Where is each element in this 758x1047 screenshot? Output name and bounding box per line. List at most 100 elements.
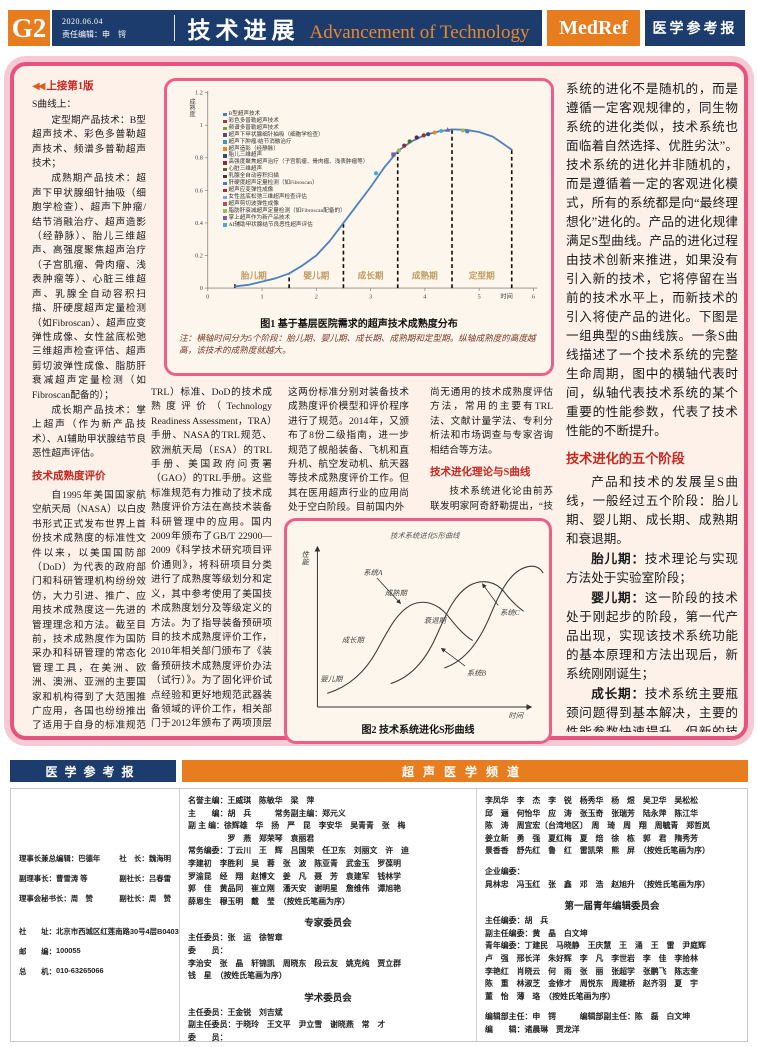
article-paragraph: 成长期：技术系统主要瓶颈问题得到基本解决，主要的性能参数快速提升，但新的技术系统… [566,687,738,732]
section-title-cn: 技术进展 [187,18,300,43]
svg-text:0.4: 0.4 [195,220,204,227]
article-column-5: 系统的进化不是随机的，而是遵循一定客观规律的，同生物系统的进化类似，技术系统也面… [566,80,738,732]
footer-body: 理事长兼总编辑：巴德年社 长：魏海明 副理事长：曹雪涛 等副社长：吕春雷 理事会秘书… [10,788,748,1042]
svg-text:成熟期: 成熟期 [412,270,438,281]
s-curve-diagram-svg: 技术系统进化S形曲线 性能 时间 系统A 系统B 系统C 婴儿期 成长期 成熟期… [301,531,544,720]
article-paragraph: 技术系统进化论由前苏联发明家阿奇舒勒提出，“技术 [430,486,553,512]
svg-text:0: 0 [200,285,203,292]
article-column-3: 这两份标准分别对装备技术成熟度评价模型和评价程序进行了规范。2014年，又颁布了… [288,386,409,514]
legend-item: 女性盆底松弛三维超声检查评估 [223,194,413,201]
legend-item: AI辅助甲状腺结节良恶性超声评估 [223,222,413,229]
legend-marker-icon [223,181,227,186]
legend-item: B型超声技术 [223,111,413,118]
article-subheading: 技术成熟度评价 [32,470,106,482]
list-line: 姜立新 勇 强 夏红梅 夏 焙 徐 栋 郭 君 隋秀芳 [485,833,699,843]
chart-legend: B型超声技术 彩色多普勒超声技术 频谱多普勒超声技术 超声下甲状腺细针抽吸（细胞学检查… [223,111,413,228]
footer: 医学参考报 超声医学频道 理事长兼总编辑：巴德年社 长：魏海明 副理事长：曹雪涛 … [10,760,748,1042]
svg-text:成熟度: 成熟度 [188,98,195,118]
list-line: 晁林忠 冯玉红 张 鑫 邓 浩 赵旭升 （按姓氏笔画为序） [485,879,710,889]
footer-paper-badge: 医学参考报 [10,760,176,782]
maturity-chart: 0 0.2 0.4 0.6 0.8 1 1.2 0 1 2 3 4 5 6 成熟度 时间 胎儿期 婴儿期 成长期 成熟… [173,85,549,313]
expert-committee-title: 专家委员会 [304,918,352,930]
list-line: 李凤华 李 杰 李 锐 杨秀华 杨 煜 吴卫华 吴松松 [485,796,699,805]
footer-board-right: 李凤华 李 杰 李 锐 杨秀华 杨 煜 吴卫华 吴松松邱 逦 何怡华 应 涛 张… [477,789,747,1041]
legend-marker-icon [223,223,227,227]
label-growth: 成长期 [342,636,366,645]
legend-marker-icon [223,188,227,193]
list-line: 编 辑：诸晨琳 贾龙洋 [485,1024,580,1034]
list-line: 主 编：胡 兵 常务副主编：郑元义 [188,808,346,818]
list-line: 主任委员：张 运 徐智章 [188,933,283,943]
list-line: 董 怡 薄 珞 （按姓氏笔画为序） [485,991,616,1001]
legend-item: 频谱多普勒超声技术 [223,125,413,132]
page-number-badge: G2 [8,10,50,46]
label-infant: 婴儿期 [320,675,344,684]
legend-marker-icon [223,133,227,137]
list-line: 青年编委：丁建民 马晓静 王庆慧 王 涌 王 雷 尹庭辉 [485,941,706,951]
header-bar: 2020.06.04 责任编辑：申 锷 技术进展 Advancement of … [52,10,542,46]
section-title: 技术进展 Advancement of Technology [175,11,542,45]
article-column-2: TRL）标准、DoD的技术成熟度评价（Technology Readiness … [151,386,272,730]
figure-2-caption: 图2 技术系统进化S形曲线 [361,725,475,736]
legend-marker-icon [223,147,227,151]
legend-marker-icon [223,216,227,220]
continued-arrow-icon: ◀◀ [32,81,45,92]
label-system-a: 系统A [363,568,383,577]
article-subheading: 技术进化理论与S曲线 [430,467,531,479]
article-paragraph: 系统的进化不是随机的，而是遵循一定客观规律的，同生物系统的进化类似，技术系统也面… [566,82,738,438]
figure-2-inner-title: 技术系统进化S形曲线 [390,531,460,540]
article-paragraph: S曲线上： [32,99,77,111]
legend-item: 心脏三维超声 [223,166,413,173]
legend-item: 掌上超声作为新产品技术 [223,215,413,222]
legend-item: 胎儿三维超声 [223,152,413,159]
article-column-4: 尚无通用的技术成熟度评估方法，常用的主要有TRL法、文献计量学法、专利分析法和市… [430,386,553,514]
article-box: ◀◀ 上接第1版 S曲线上： 定型期产品技术：B型超声技术、彩色多普勒超声技术、频谱多… [10,62,748,744]
legend-marker-icon [223,112,227,117]
list-line: 编辑部主任：申 锷 编辑部副主任：陈 磊 白文坤 [485,1012,691,1022]
figure-2-ylabel: 性能 [301,550,310,565]
svg-text:时间: 时间 [500,293,512,301]
article-paragraph: 成熟期产品技术：超声下甲状腺细针抽吸（细胞学检查）、超声下肿瘤/结节消融治疗、超… [32,173,146,401]
list-line: 景香香 舒先红 鲁 红 雷凯荣 熊 屏 （按姓氏笔画为序） [485,846,710,856]
continued-from-tag: ◀◀ 上接第1版 [32,81,94,92]
legend-item: 超声下肿瘤/结节消融治疗 [223,139,413,146]
legend-item: 超声剪切波弹性成像 [223,201,413,208]
svg-text:6: 6 [532,294,535,301]
legend-marker-icon [223,161,227,165]
article-paragraph: TRL）标准、DoD的技术成熟度评价（Technology Readiness … [151,387,272,730]
figure-1-note: 注：横轴时间分为5个阶段：胎儿期、婴儿期、成长期、成熟期和定型期。纵轴成熟度的高… [179,333,536,355]
article-paragraph: 定型期产品技术：B型超声技术、彩色多普勒超声技术、频谱多普勒超声技术； [32,114,146,170]
list-line: 邱 逦 何怡华 应 涛 张玉奇 张瑞芳 陆永萍 陈江华 [485,808,699,818]
list-line: 卢 强 邢长洋 朱好辉 李 凡 李世岩 李 佳 李拾林 [485,953,699,963]
label-mature: 成熟期 [385,589,409,598]
legend-marker-icon [223,174,227,179]
legend-item: 脂肪肝衰减超声定量检测（如Fibroscan配备的） [223,208,413,215]
committee-names-lines: 李凤华 李 杰 李 锐 杨秀华 杨 煜 吴卫华 吴松松邱 逦 何怡华 应 涛 张… [485,795,739,858]
academic-committee-lines: 主任委员：王金锐 刘吉斌 副主任委员：于晓玲 王文平 尹立雪 谢晓燕 常 才委 员… [188,1007,468,1041]
curve-system-b [390,581,524,685]
editorial-staff-lines: 编辑部主任：申 锷 编辑部副主任：陈 磊 白文坤编 辑：诸晨琳 贾龙洋 [485,1011,739,1036]
youth-committee-title: 第一届青年编辑委员会 [564,901,660,913]
label-system-b: 系统B [467,669,487,678]
svg-text:定型期: 定型期 [468,270,495,281]
legend-marker-icon [223,167,227,172]
legend-marker-icon [223,202,227,206]
list-line: 理事长兼总编辑：巴德年社 长：魏海明 [19,854,171,863]
issue-date: 2020.06.04 [62,16,103,26]
svg-text:1: 1 [200,122,203,129]
curve-system-a [327,601,474,694]
list-line: 薛恩生 穆玉明 戴 莹 （按姓氏笔画为序） [188,896,350,906]
list-line: 副 主 编：徐辉雄 华 扬 严 昆 李安华 吴青青 张 梅 [188,821,406,831]
legend-marker-icon [223,209,227,213]
svg-text:1.2: 1.2 [195,90,203,97]
legend-item: 超声造影（经静脉） [223,146,413,153]
list-line: 企业编委： [485,866,525,876]
footer-channel-badge: 超声医学频道 [182,760,748,782]
legend-item: 超声应变弹性成像 [223,187,413,194]
article-subheading: 技术进化的五个阶段 [566,451,685,466]
svg-text:0: 0 [206,294,209,301]
footer-board-mid: 名誉主编：王威琪 陈敏华 梁 萍主 编：胡 兵 常务副主编：郑元义副 主 编：徐… [180,789,477,1041]
expert-committee-lines: 主任委员：张 运 徐智章委 员： 李治安 张 晶 轩锦凯 周晓东 段云友 姚克纯 … [188,932,468,982]
svg-text:0.2: 0.2 [195,252,203,259]
